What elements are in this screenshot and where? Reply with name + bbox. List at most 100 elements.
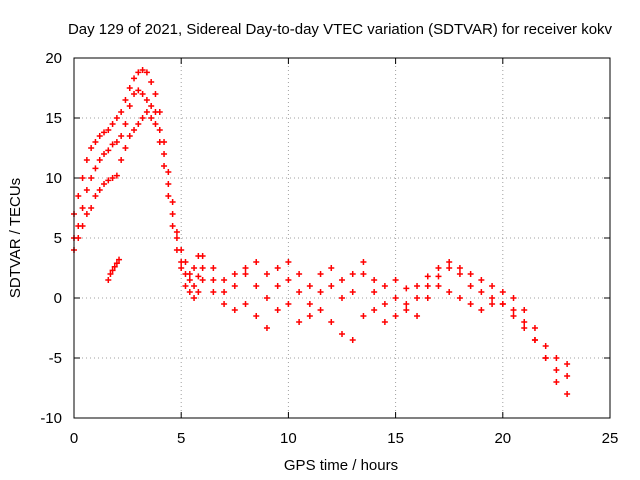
- data-point: [424, 273, 431, 280]
- data-point: [253, 283, 260, 289]
- data-point: [139, 115, 146, 121]
- data-point: [111, 263, 118, 270]
- y-tick-label: 15: [45, 110, 62, 127]
- data-point: [371, 289, 378, 295]
- data-point: [148, 115, 155, 121]
- data-point: [392, 295, 399, 301]
- data-point: [542, 355, 549, 361]
- data-point: [161, 163, 168, 169]
- data-point: [178, 259, 185, 265]
- data-point: [349, 337, 356, 343]
- data-point: [521, 319, 528, 325]
- data-point: [107, 271, 114, 277]
- data-point: [210, 289, 217, 295]
- plot-frame: [73, 57, 611, 419]
- y-tick-label: -10: [40, 410, 62, 427]
- data-point: [242, 301, 249, 307]
- data-point: [553, 355, 560, 361]
- data-point: [135, 69, 142, 76]
- data-point: [274, 265, 281, 271]
- data-point: [161, 151, 168, 157]
- series-track-b: [71, 87, 571, 379]
- data-point: [143, 69, 150, 76]
- data-point: [116, 256, 123, 263]
- data-point: [499, 289, 506, 295]
- data-point: [446, 259, 453, 265]
- data-point: [489, 301, 496, 307]
- data-point: [101, 181, 108, 187]
- data-point: [435, 273, 442, 280]
- data-point: [79, 175, 86, 181]
- data-point: [113, 139, 120, 145]
- data-point: [148, 79, 155, 85]
- data-point: [210, 277, 217, 283]
- data-point: [135, 87, 142, 94]
- data-point: [317, 307, 324, 313]
- data-point: [564, 361, 571, 367]
- data-point: [231, 283, 238, 289]
- data-point: [199, 265, 206, 271]
- data-point: [169, 199, 176, 205]
- data-point: [143, 109, 150, 115]
- data-point: [195, 273, 202, 280]
- data-point: [381, 301, 388, 307]
- data-point: [152, 121, 159, 127]
- data-point: [88, 205, 95, 211]
- data-point: [521, 307, 528, 313]
- data-point: [210, 265, 217, 271]
- series-track-c: [71, 109, 571, 397]
- data-point: [152, 109, 159, 115]
- data-point: [165, 169, 172, 175]
- y-tick-label: 0: [54, 290, 62, 307]
- data-point: [109, 175, 116, 181]
- data-point: [456, 295, 463, 301]
- data-point: [79, 223, 86, 229]
- data-point: [139, 67, 146, 73]
- data-point: [253, 259, 260, 265]
- data-point: [435, 283, 442, 289]
- x-tick-label: 25: [602, 430, 619, 447]
- data-point: [263, 271, 270, 277]
- data-point: [296, 289, 303, 295]
- data-point: [92, 165, 99, 172]
- data-point: [143, 97, 150, 103]
- data-point: [101, 129, 108, 136]
- series-early-segment: [105, 256, 123, 283]
- data-point: [381, 283, 388, 289]
- data-point: [105, 147, 112, 154]
- data-point: [553, 367, 560, 373]
- x-axis-title: GPS time / hours: [284, 457, 398, 474]
- chart-title: Day 129 of 2021, Sidereal Day-to-day VTE…: [68, 21, 613, 38]
- data-point: [182, 283, 189, 289]
- data-point: [478, 307, 485, 313]
- data-point: [489, 295, 496, 301]
- data-point: [92, 193, 99, 199]
- data-point: [109, 267, 116, 274]
- data-point: [274, 283, 281, 289]
- data-point: [499, 301, 506, 307]
- data-point: [553, 379, 560, 385]
- data-point: [306, 301, 313, 307]
- data-point: [263, 325, 270, 331]
- data-point: [285, 301, 292, 307]
- data-point: [403, 307, 410, 313]
- data-point: [113, 115, 120, 121]
- y-axis-title: SDTVAR / TECUs: [7, 178, 24, 298]
- data-point: [317, 289, 324, 295]
- data-point: [186, 277, 193, 283]
- data-point: [113, 260, 120, 267]
- y-tick-label: 20: [45, 50, 62, 67]
- tick-layer: 0 5 10 15 20 25 -10 -5 0 5 10 15 20: [40, 50, 618, 447]
- data-point: [403, 301, 410, 307]
- data-point: [253, 313, 260, 319]
- data-point: [186, 289, 193, 295]
- data-point: [435, 265, 442, 271]
- data-point: [199, 277, 206, 283]
- data-point: [478, 289, 485, 295]
- data-point: [446, 289, 453, 295]
- data-point: [521, 325, 528, 331]
- data-point: [242, 271, 249, 277]
- data-point: [285, 277, 292, 283]
- data-point: [478, 277, 485, 283]
